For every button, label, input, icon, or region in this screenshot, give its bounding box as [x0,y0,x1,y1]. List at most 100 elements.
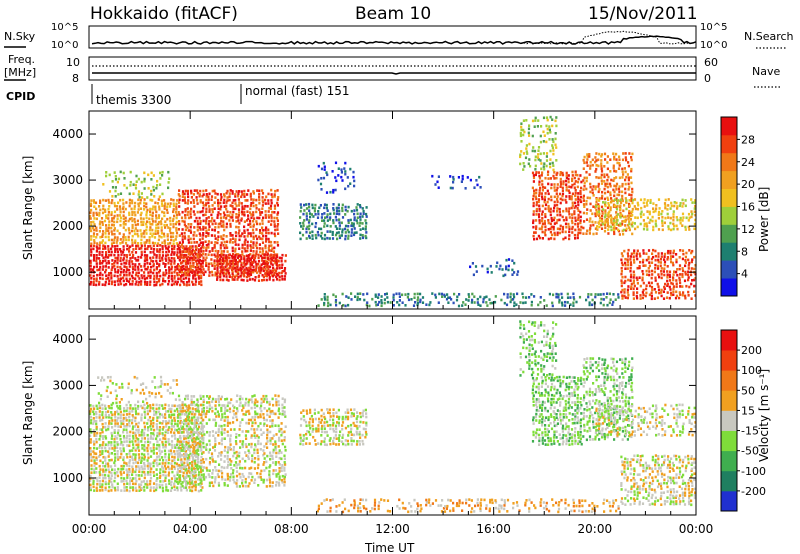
echo-cell [90,280,93,284]
echo-cell [126,407,129,410]
echo-cell [246,193,249,196]
echo-cell [543,198,546,201]
echo-cell [600,167,603,170]
echo-cell [169,386,172,389]
echo-cell [155,407,158,411]
echo-cell [100,379,103,382]
echo-cell [174,479,177,483]
echo-cell [246,279,249,282]
echo-cell [156,248,159,251]
echo-cell [178,234,181,237]
echo-cell [571,221,574,225]
echo-cell [266,253,269,257]
echo-cell [664,198,667,202]
echo-cell [180,279,183,283]
echo-cell [632,297,635,300]
echo-cell [183,196,186,199]
echo-cell [638,252,641,256]
echo-cell [273,207,277,210]
echo-cell [163,235,166,238]
echo-cell [235,267,238,271]
echo-cell [220,237,223,240]
echo-cell [116,261,119,265]
echo-cell [531,186,534,190]
echo-cell [161,204,164,207]
echo-cell [211,189,214,193]
echo-cell [149,207,152,211]
echo-cell [216,274,219,278]
echo-cell [568,225,571,229]
echo-cell [537,153,540,156]
echo-cell [127,227,130,230]
echo-cell [355,208,359,212]
echo-cell [177,446,181,449]
echo-cell [625,199,628,202]
echo-cell [229,232,232,235]
echo-cell [172,379,175,382]
echo-cell [205,231,208,235]
echo-cell [144,413,147,416]
echo-cell [469,178,472,182]
echo-cell [195,216,198,220]
echo-cell [630,263,633,267]
echo-cell [249,195,252,198]
echo-cell [117,277,120,281]
echo-cell [681,212,685,216]
echo-cell [104,245,107,248]
echo-cell [188,407,191,410]
echo-cell [552,209,555,213]
echo-cell [90,467,93,471]
echo-cell [587,293,590,296]
echo-cell [178,478,181,481]
echo-cell [127,386,130,390]
echo-cell [196,463,199,467]
echo-cell [615,170,618,173]
echo-cell [96,242,99,245]
echo-cell [325,206,328,210]
echo-cell [578,295,582,299]
echo-cell [522,168,525,171]
echo-cell [513,271,516,274]
echo-cell [168,271,171,275]
echo-cell [687,212,691,216]
echo-cell [240,256,243,259]
colorbar-swatch [721,117,737,136]
echo-cell [691,212,694,216]
echo-cell [280,257,283,260]
echo-cell [140,223,143,227]
freq-panel-frame [88,56,697,81]
echo-cell [140,250,143,254]
echo-cell [272,256,275,259]
echo-cell [615,188,618,191]
echo-cell [155,413,158,416]
echo-cell [193,415,196,419]
echo-cell [591,212,594,216]
echo-cell [547,209,551,213]
echo-cell [548,138,551,141]
echo-cell [259,254,263,258]
echo-cell [122,419,125,423]
echo-cell [165,420,168,423]
echo-cell [276,228,279,231]
echo-cell [252,190,255,193]
echo-cell [255,210,258,214]
echo-cell [555,116,558,119]
echo-cell [642,201,645,205]
echo-cell [525,144,528,147]
echo-cell [245,266,248,270]
echo-cell [571,231,574,234]
echo-cell [684,294,687,298]
echo-cell [181,463,184,467]
echo-cell [134,201,137,205]
echo-cell [222,253,225,257]
echo-cell [654,222,657,226]
echo-cell [137,446,140,449]
echo-cell [668,273,671,277]
echo-cell [101,430,104,434]
echo-cell [538,215,541,219]
echo-cell [235,216,238,219]
echo-cell [139,198,142,202]
echo-cell [137,404,140,408]
echo-cell [122,223,125,226]
echo-cell [651,269,654,273]
